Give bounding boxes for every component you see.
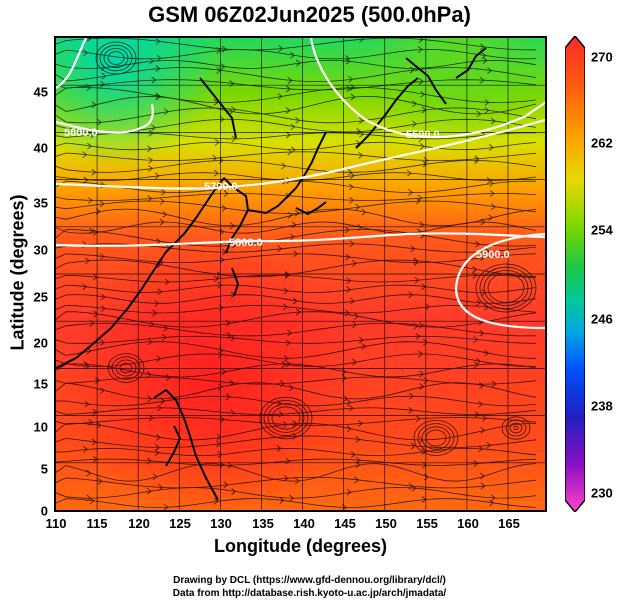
x-tick-label: 115	[86, 516, 108, 531]
credit-drawing: Drawing by DCL (https://www.gfd-dennou.o…	[173, 575, 446, 586]
colorbar-tick: 262	[591, 135, 613, 151]
wind-streamlines	[56, 38, 537, 510]
x-tick-label: 155	[416, 516, 438, 531]
chart-title: GSM 06Z02Jun2025 (500.0hPa)	[148, 2, 471, 27]
y-tick-label: 15	[33, 376, 48, 392]
x-tick-label: 140	[293, 516, 315, 531]
y-tick-label: 0	[40, 503, 48, 519]
colorbar-tick: 270	[591, 49, 613, 65]
credit-data: Data from http://database.rish.kyoto-u.a…	[172, 588, 447, 599]
x-tick-label: 125	[169, 516, 191, 531]
colorbar-tick: 246	[591, 311, 613, 327]
y-tick-label: 35	[33, 195, 48, 211]
lat-lon-grid	[56, 38, 545, 510]
contour-label: 5900.0	[476, 249, 510, 261]
colorbar-tick: 238	[591, 398, 613, 414]
x-tick-label: 120	[128, 516, 150, 531]
map-plot-area: 5700.0 5800.0 5600.0 5500.0 5900.0	[54, 36, 547, 512]
x-tick-label: 150	[375, 516, 397, 531]
y-tick-label: 5	[40, 461, 48, 477]
y-tick-label: 45	[33, 84, 48, 100]
x-tick-label: 135	[252, 516, 274, 531]
map-svg: 5700.0 5800.0 5600.0 5500.0 5900.0	[56, 38, 545, 510]
x-tick-label: 110	[45, 516, 67, 531]
contour-label: 5600.0	[64, 127, 98, 139]
x-tick-label: 145	[334, 516, 356, 531]
colorbar-tick: 230	[591, 485, 613, 501]
contour-labels: 5700.0 5800.0 5600.0 5500.0 5900.0	[64, 127, 510, 261]
x-tick-label: 160	[457, 516, 479, 531]
colorbar	[565, 36, 585, 512]
colorbar-tick: 254	[591, 222, 613, 238]
y-tick-label: 30	[33, 242, 48, 258]
contour-label: 5800.0	[229, 237, 263, 249]
y-tick-label: 25	[33, 289, 48, 305]
x-axis-label: Longitude (degrees)	[213, 536, 387, 556]
contour-label: 5500.0	[406, 129, 440, 141]
y-tick-label: 40	[33, 140, 48, 156]
y-tick-label: 10	[33, 419, 48, 435]
contour-label: 5700.0	[204, 181, 238, 193]
y-axis-label: Latitude (degrees)	[7, 194, 28, 351]
y-tick-label: 20	[33, 335, 48, 351]
x-tick-label: 130	[210, 516, 232, 531]
coastlines	[56, 47, 487, 501]
height-contours	[56, 38, 545, 330]
x-tick-label: 165	[498, 516, 520, 531]
